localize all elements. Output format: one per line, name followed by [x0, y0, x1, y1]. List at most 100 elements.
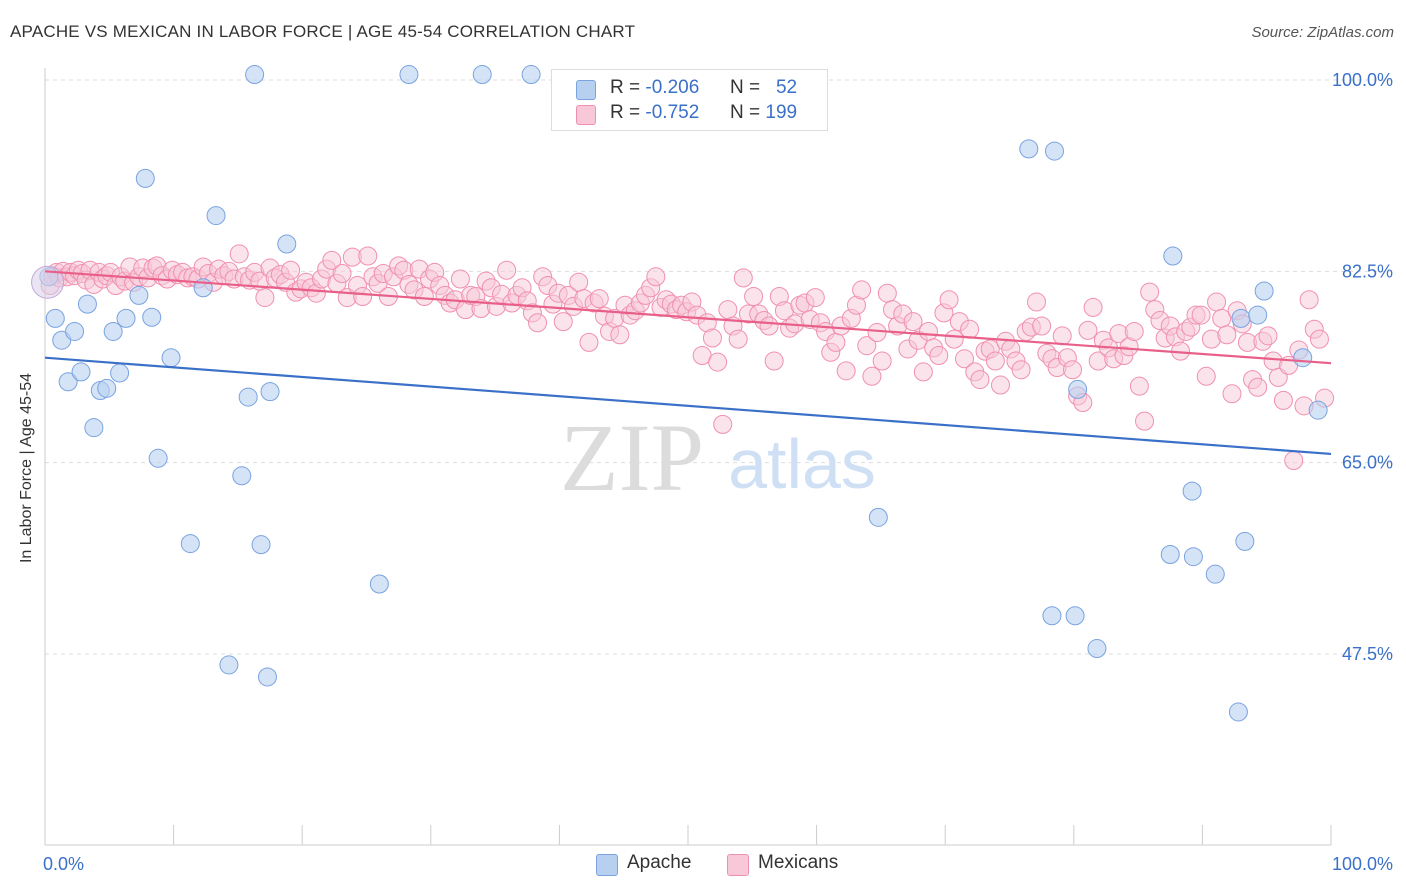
mexicans-point: [1191, 305, 1211, 325]
apache-point: [1254, 281, 1274, 301]
mexicans-point: [759, 316, 779, 336]
mexicans-points: [40, 244, 1335, 470]
mexicans-point: [332, 264, 352, 284]
correlation-legend: R = -0.206 N = 52 R = -0.752 N = 199: [551, 69, 828, 131]
legend-r-label: R =: [610, 77, 641, 98]
mexicans-point: [1027, 292, 1047, 312]
legend-r-label: R =: [610, 102, 641, 123]
apache-point: [1068, 379, 1088, 399]
apache-point: [45, 308, 65, 328]
apache-point: [1183, 547, 1203, 567]
watermark: ZIP atlas: [560, 404, 876, 511]
apache-point: [1231, 308, 1251, 328]
mexicans-point: [733, 268, 753, 288]
legend-swatch-mexicans: [576, 105, 596, 125]
mexicans-point: [728, 329, 748, 349]
mexicans-point: [918, 321, 938, 341]
apache-point: [277, 234, 297, 254]
mexicans-point: [990, 375, 1010, 395]
mexicans-point: [985, 351, 1005, 371]
apache-point: [245, 65, 265, 85]
legend-swatch-apache: [576, 80, 596, 100]
apache-point: [161, 348, 181, 368]
apache-point: [84, 418, 104, 438]
apache-point: [1293, 348, 1313, 368]
apache-point: [103, 321, 123, 341]
mexicans-point: [718, 300, 738, 320]
mexicans-point: [1309, 329, 1329, 349]
mexicans-point: [713, 414, 733, 434]
mexicans-point: [939, 290, 959, 310]
mexicans-point: [1217, 325, 1237, 345]
apache-point: [1042, 606, 1062, 626]
mexicans-point: [1273, 390, 1293, 410]
mexicans-point: [322, 250, 342, 270]
watermark-zip: ZIP: [560, 404, 704, 511]
axes: [44, 68, 1332, 846]
bottom-legend-label-apache: Apache: [627, 852, 692, 873]
chart-title: APACHE VS MEXICAN IN LABOR FORCE | AGE 4…: [10, 22, 636, 41]
apache-point: [472, 65, 492, 85]
mexicans-point: [960, 319, 980, 339]
mexicans-point: [1032, 316, 1052, 336]
tick-labels: 47.5% 65.0% 82.5% 100.0% 0.0% 100.0%: [43, 70, 1393, 874]
mexicans-point: [646, 267, 666, 287]
watermark-atlas: atlas: [728, 425, 876, 503]
mexicans-point: [414, 286, 434, 306]
apache-point: [251, 535, 271, 555]
apache-point: [65, 321, 85, 341]
apache-point: [148, 448, 168, 468]
apache-point: [1045, 141, 1065, 161]
mexicans-point: [589, 289, 609, 309]
mexicans-point: [1140, 282, 1160, 302]
mexicans-point: [857, 336, 877, 356]
apache-point: [1308, 400, 1328, 420]
mexicans-point: [1222, 384, 1242, 404]
mexicans-point: [1063, 360, 1083, 380]
legend-r-value-apache: -0.206: [645, 77, 700, 98]
apache-point: [180, 534, 200, 554]
mexicans-point: [862, 366, 882, 386]
legend-n-label: N =: [730, 102, 761, 123]
mexicans-point: [353, 286, 373, 306]
apache-point: [58, 372, 78, 392]
apache-point: [369, 574, 389, 594]
y-tick-label: 100.0%: [1332, 70, 1393, 90]
mexicans-point: [450, 269, 470, 289]
mexicans-point: [553, 312, 573, 332]
mexicans-point: [1258, 326, 1278, 346]
mexicans-point: [1248, 377, 1268, 397]
mexicans-point: [1052, 326, 1072, 346]
mexicans-point: [913, 362, 933, 382]
legend-r-value-mexicans: -0.752: [645, 102, 700, 123]
apache-point: [116, 308, 136, 328]
mexicans-point: [929, 346, 949, 366]
mexicans-trend-line: [44, 270, 1332, 365]
apache-point: [1065, 606, 1085, 626]
legend-n-value-apache: 52: [775, 77, 798, 98]
mexicans-point: [358, 246, 378, 266]
apache-point: [135, 168, 155, 188]
mexicans-point: [764, 351, 784, 371]
trend-lines: [44, 270, 1332, 456]
apache-point: [110, 363, 130, 383]
apache-point: [521, 65, 541, 85]
mexicans-point: [1011, 360, 1031, 380]
y-tick-label: 65.0%: [1342, 453, 1393, 473]
apache-points: [31, 65, 1328, 722]
mexicans-point: [1135, 411, 1155, 431]
apache-point: [1019, 139, 1039, 159]
mexicans-point: [1207, 292, 1227, 312]
mexicans-point: [826, 332, 846, 352]
apache-point: [129, 285, 149, 305]
bottom-legend-swatch-apache: [596, 854, 618, 876]
bottom-legend-label-mexicans: Mexicans: [758, 852, 839, 873]
mexicans-point: [872, 351, 892, 371]
mexicans-point: [805, 288, 825, 308]
mexicans-point: [528, 313, 548, 333]
mexicans-point: [1196, 366, 1216, 386]
mexicans-point: [970, 370, 990, 390]
apache-point: [257, 667, 277, 687]
apache-point: [77, 294, 97, 314]
source-label: Source: ZipAtlas.com: [1251, 24, 1394, 41]
